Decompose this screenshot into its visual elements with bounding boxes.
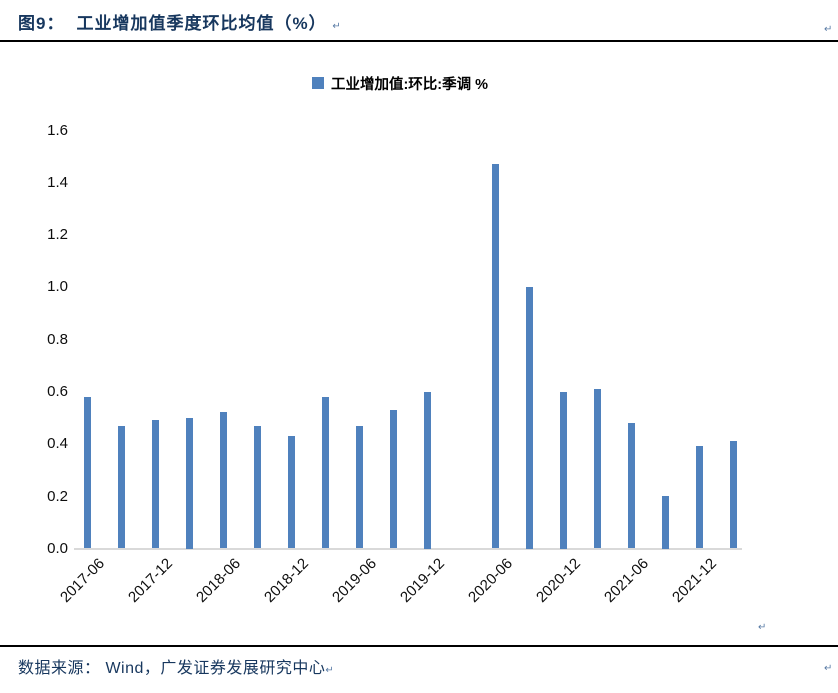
bar-2021-03 [593,388,601,549]
bar-2018-09 [253,425,261,549]
x-tick-label: 2021-12 [669,555,721,606]
return-mark: ↵ [824,663,833,674]
y-tick-label: 0.0 [47,540,68,557]
figure-title-text: 工业增加值季度环比均值（%） [76,14,327,33]
y-tick-label: 1.0 [47,278,68,296]
bar-2020-12 [559,391,567,549]
return-mark: ↵ [758,622,767,633]
x-tick-label: 2020-06 [465,555,517,606]
y-tick-label: 1.4 [47,173,68,191]
data-source-note: 数据来源： Wind，广发证券发展研究中心↵ [18,654,334,678]
footer-rule [0,645,838,647]
y-tick-label: 1.2 [47,226,68,244]
y-tick-label: 0.8 [47,330,68,348]
plot-area [74,130,742,570]
bar-2017-06 [83,396,91,549]
bar-2022-03 [729,441,737,549]
bar-2018-06 [219,412,227,549]
y-tick-label: 0.4 [47,435,68,453]
bar-2020-06 [491,164,499,549]
bar-2021-12 [695,446,703,549]
legend-label: 工业增加值:环比:季调 % [330,76,489,93]
bar-2020-09 [525,286,533,549]
y-tick-label: 1.6 [47,121,68,139]
y-tick-label: 0.2 [47,487,68,505]
bar-2019-09 [389,409,397,549]
legend-swatch-icon [311,77,324,89]
bar-2018-12 [287,436,295,549]
x-tick-label: 2020-12 [533,555,585,606]
bar-2021-06 [627,422,635,549]
bar-2021-09 [661,496,669,549]
x-tick-label: 2017-12 [125,555,177,606]
return-mark: ↵ [325,665,334,676]
x-axis-line [74,548,742,550]
x-tick-label: 2018-12 [261,555,313,606]
bar-2019-12 [423,391,431,549]
x-tick-label: 2021-06 [601,555,653,606]
x-tick-label: 2019-12 [397,555,449,606]
y-tick-label: 0.6 [47,383,68,401]
figure-title: 图9： 工业增加值季度环比均值（%） ↵ [18,9,341,34]
x-tick-label: 2019-06 [329,555,381,606]
x-tick-label: 2018-06 [193,555,245,606]
return-mark: ↵ [332,21,341,32]
bar-2019-03 [321,396,329,549]
chart-legend: 工业增加值:环比:季调 % [0,74,800,93]
x-axis: 2017-06 2017-12 2018-06 2018-12 2019-06 2019-… [57,555,774,635]
header-rule [0,40,838,42]
y-axis: 0.0 0.2 0.4 0.6 0.8 1.0 1.2 1.4 1.6 [20,122,68,570]
return-mark: ↵ [824,24,833,35]
bar-2017-09 [117,425,125,549]
bar-2018-03 [185,417,193,549]
bar-2017-12 [151,420,159,549]
data-source-text: 数据来源： Wind，广发证券发展研究中心 [18,660,326,677]
bar-2019-06 [355,425,363,549]
figure-number-label: 图9： [18,14,65,33]
